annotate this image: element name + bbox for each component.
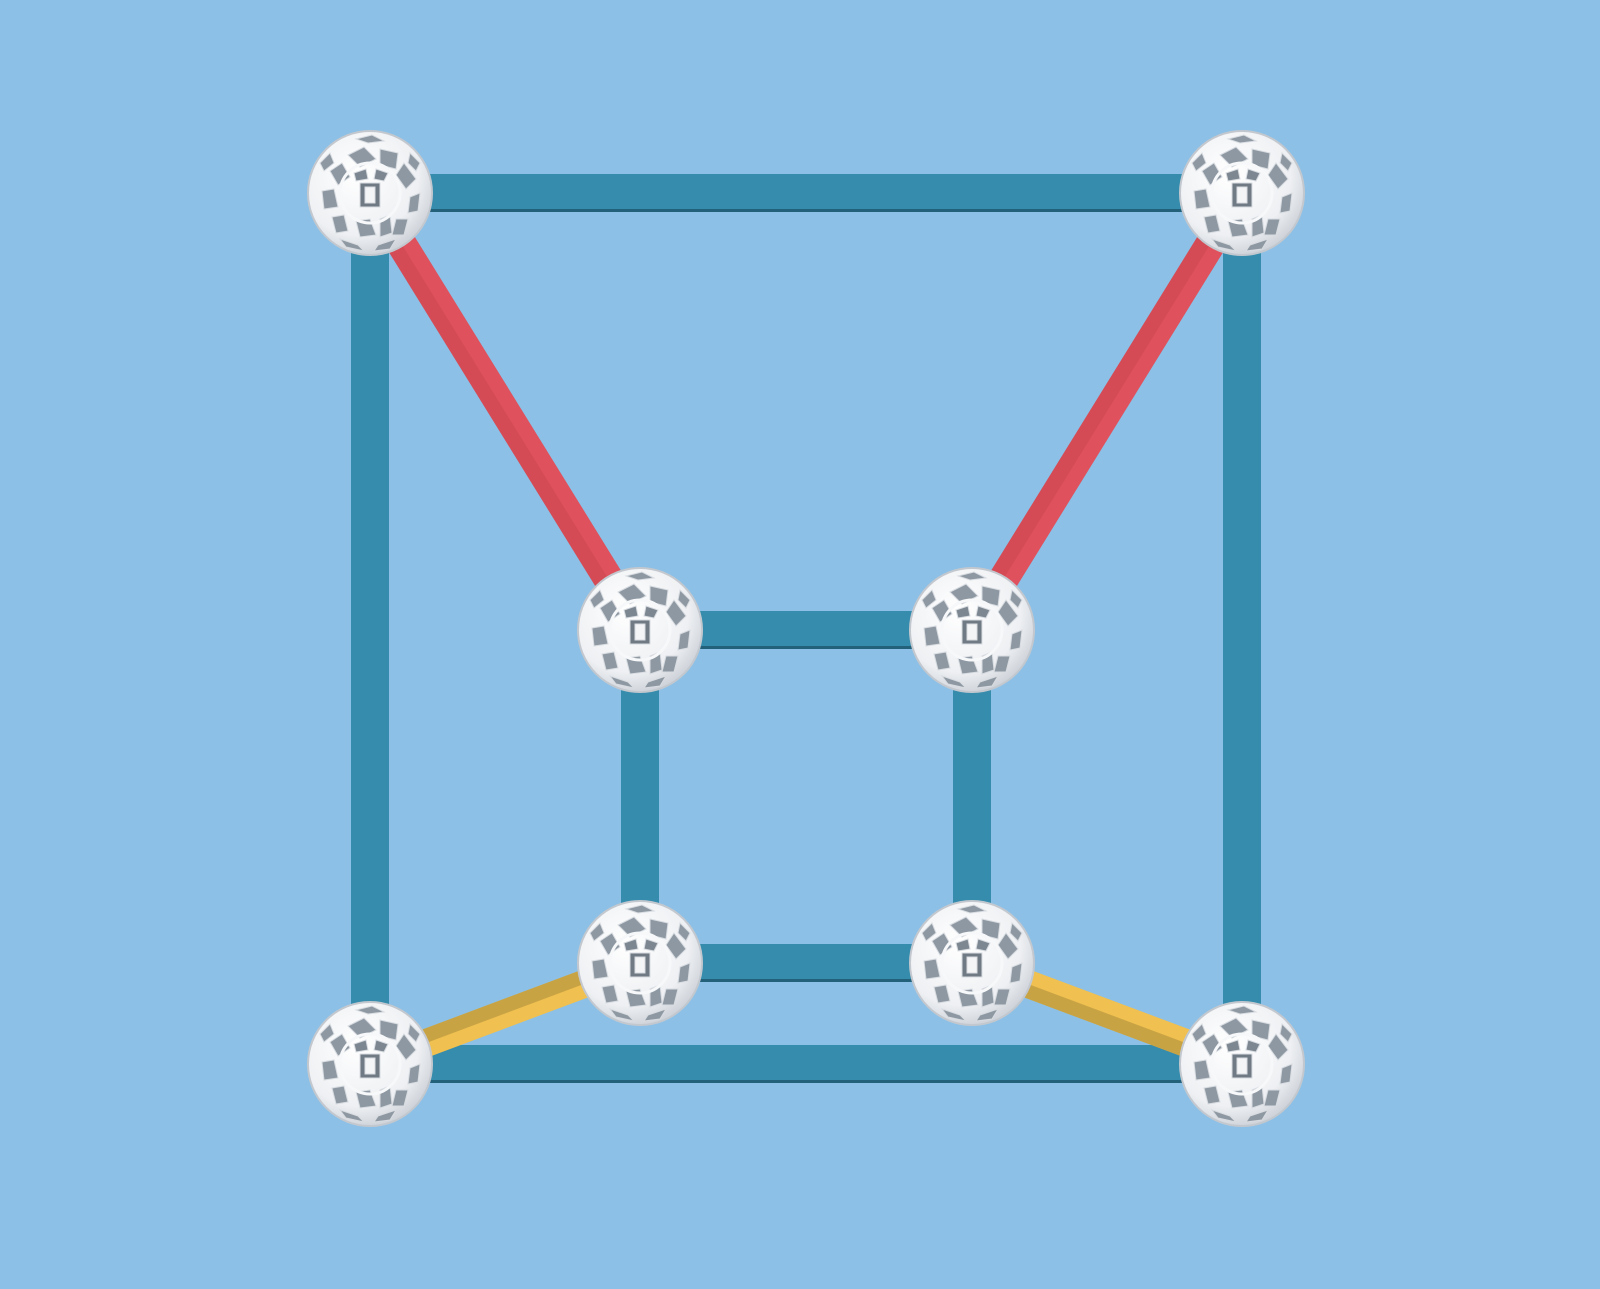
ball-outer-top-right-icon[interactable] <box>1178 129 1306 257</box>
ball-inner-bottom-left-icon[interactable] <box>576 899 704 1027</box>
ball-outer-bottom-right-icon[interactable] <box>1178 1000 1306 1128</box>
strut-outer-bottom[interactable] <box>370 1045 1242 1083</box>
strut-outer-top[interactable] <box>370 174 1242 212</box>
strut-diag-bottom-right[interactable] <box>967 949 1247 1078</box>
ball-outer-top-left-icon[interactable] <box>306 129 434 257</box>
strut-outer-left[interactable] <box>351 193 389 1064</box>
strut-outer-right[interactable] <box>1223 193 1261 1064</box>
ball-outer-bottom-left-icon[interactable] <box>306 1000 434 1128</box>
strut-diag-top-right[interactable] <box>959 185 1255 638</box>
ball-inner-top-left-icon[interactable] <box>576 566 704 694</box>
strut-diag-top-left[interactable] <box>357 185 653 638</box>
struts-layer <box>351 174 1261 1083</box>
ball-inner-bottom-right-icon[interactable] <box>908 899 1036 1027</box>
strut-diag-bottom-left[interactable] <box>365 949 645 1078</box>
ball-inner-top-right-icon[interactable] <box>908 566 1036 694</box>
